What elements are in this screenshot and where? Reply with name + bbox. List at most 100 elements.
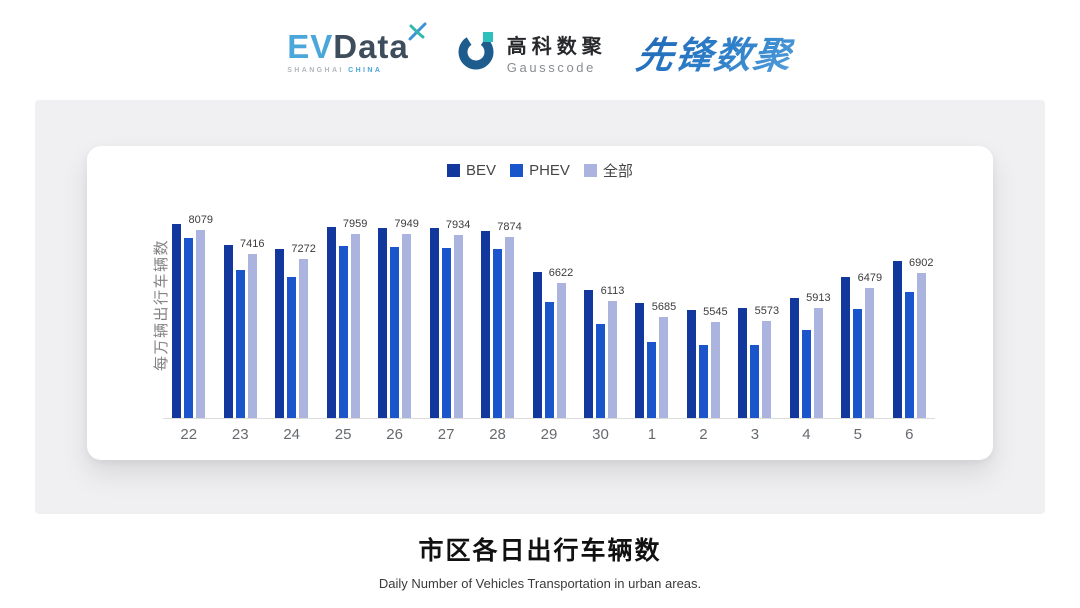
bar-phev (698, 345, 708, 418)
bar-bev (172, 224, 182, 418)
legend-swatch-bev (447, 164, 461, 177)
bar-value-label: 5545 (703, 305, 728, 318)
bar-group-2: 5545 (678, 200, 729, 418)
bar-all (762, 320, 772, 418)
x-tick-label-26: 26 (386, 426, 403, 443)
bar-bev (275, 248, 285, 418)
bar-value-label: 7949 (394, 218, 419, 231)
evdata-sparkle-icon (407, 22, 427, 47)
bar-value-label: 6113 (600, 285, 625, 298)
gausscode-g-icon (455, 29, 497, 76)
bar-phev (441, 247, 451, 418)
evdata-ev-text: EV (287, 28, 334, 65)
bar-value-label: 5573 (754, 304, 780, 317)
x-tick-label-5: 5 (853, 426, 862, 443)
bar-all (402, 234, 412, 418)
legend-item-bev[interactable]: BEV (447, 162, 496, 179)
evdata-data-text: Data (333, 28, 409, 65)
bar-bev (738, 308, 748, 418)
bar-all (196, 229, 206, 418)
bar-all (350, 234, 360, 418)
evdata-china-text: CHINA (348, 67, 383, 74)
chart-legend: BEV PHEV 全部 (87, 160, 993, 181)
legend-swatch-all (583, 164, 597, 177)
chart-panel: BEV PHEV 全部 每万辆出行车辆数 8079 7416 7272 7959 7949 7… (35, 100, 1045, 514)
x-tick-label-29: 29 (540, 426, 558, 443)
bar-all (659, 316, 669, 418)
bar-phev (235, 270, 245, 418)
legend-item-all[interactable]: 全部 (583, 160, 633, 181)
x-axis-ticks: 22 23 24 25 26 27 28 29 30 1 2 3 4 5 6 (163, 426, 935, 443)
header-logo-row: EVData SHANGHAI CHINA 高科数聚 (0, 20, 1080, 84)
bar-all (505, 237, 515, 418)
evdata-wordmark: EVData (287, 30, 409, 63)
bar-group-27: 7934 (420, 200, 471, 418)
bar-bev (326, 227, 336, 418)
bar-all (865, 287, 875, 418)
bar-group-6: 6902 (884, 200, 935, 418)
bar-group-30: 6113 (575, 200, 626, 418)
bar-group-26: 7949 (369, 200, 420, 418)
bar-value-label: 7934 (445, 218, 471, 231)
bar-group-28: 7874 (472, 200, 523, 418)
bar-bev (583, 289, 593, 418)
evdata-shanghai-text: SHANGHAI (287, 67, 344, 74)
bar-bev (789, 297, 799, 418)
bar-phev (390, 246, 400, 418)
bar-phev (904, 292, 914, 418)
bar-group-23: 7416 (214, 200, 265, 418)
bar-value-label: 7959 (342, 218, 368, 230)
bar-all (710, 321, 720, 418)
bar-phev (184, 237, 194, 418)
bar-bev (378, 228, 388, 418)
bar-all (247, 253, 257, 418)
gausscode-text: 高科数聚 Gausscode (507, 30, 607, 75)
bar-phev (750, 345, 760, 418)
x-tick-label-25: 25 (334, 426, 352, 443)
bar-group-5: 6479 (832, 200, 883, 418)
bar-phev (853, 308, 863, 418)
x-tick-label-30: 30 (592, 426, 609, 443)
bar-value-label: 5913 (806, 292, 831, 305)
bar-group-3: 5573 (729, 200, 780, 418)
x-tick-label-2: 2 (699, 426, 708, 443)
bar-phev (595, 324, 605, 418)
bar-value-label: 5685 (651, 300, 677, 313)
x-tick-label-22: 22 (180, 426, 198, 443)
bar-bev (481, 230, 491, 418)
xianfeng-shuju-logo: 先锋数聚 (633, 25, 797, 79)
legend-label-all: 全部 (602, 163, 633, 180)
x-tick-label-4: 4 (802, 426, 811, 443)
gausscode-logo: 高科数聚 Gausscode (455, 29, 607, 76)
chart-title: 市区各日出行车辆数 (418, 536, 662, 565)
bar-all (916, 272, 926, 418)
legend-item-phev[interactable]: PHEV (510, 162, 570, 179)
bar-value-label: 7272 (291, 243, 316, 255)
bar-bev (429, 228, 439, 418)
bar-bev (223, 244, 233, 418)
bar-value-label: 7874 (497, 221, 522, 234)
chart-caption: 市区各日出行车辆数 Daily Number of Vehicles Trans… (0, 531, 1080, 591)
legend-label-phev: PHEV (529, 162, 570, 179)
bar-value-label: 6622 (548, 266, 574, 279)
bar-bev (686, 309, 696, 418)
x-tick-label-28: 28 (489, 426, 506, 443)
x-tick-label-23: 23 (231, 426, 249, 443)
bar-group-1: 5685 (626, 200, 677, 418)
chart-subtitle: Daily Number of Vehicles Transportation … (378, 576, 702, 591)
gausscode-cn-text: 高科数聚 (506, 35, 607, 58)
bar-value-label: 6479 (857, 271, 883, 284)
bar-value-label: 8079 (188, 213, 213, 226)
bar-bev (532, 271, 542, 418)
bar-phev (801, 330, 811, 418)
bar-all (813, 308, 823, 418)
legend-label-bev: BEV (466, 162, 497, 179)
x-tick-label-6: 6 (905, 426, 914, 443)
bar-bev (892, 261, 902, 418)
bar-all (607, 301, 617, 418)
bar-phev (544, 302, 554, 418)
bar-phev (338, 246, 348, 418)
bar-group-4: 5913 (781, 200, 832, 418)
x-tick-label-1: 1 (647, 426, 657, 443)
